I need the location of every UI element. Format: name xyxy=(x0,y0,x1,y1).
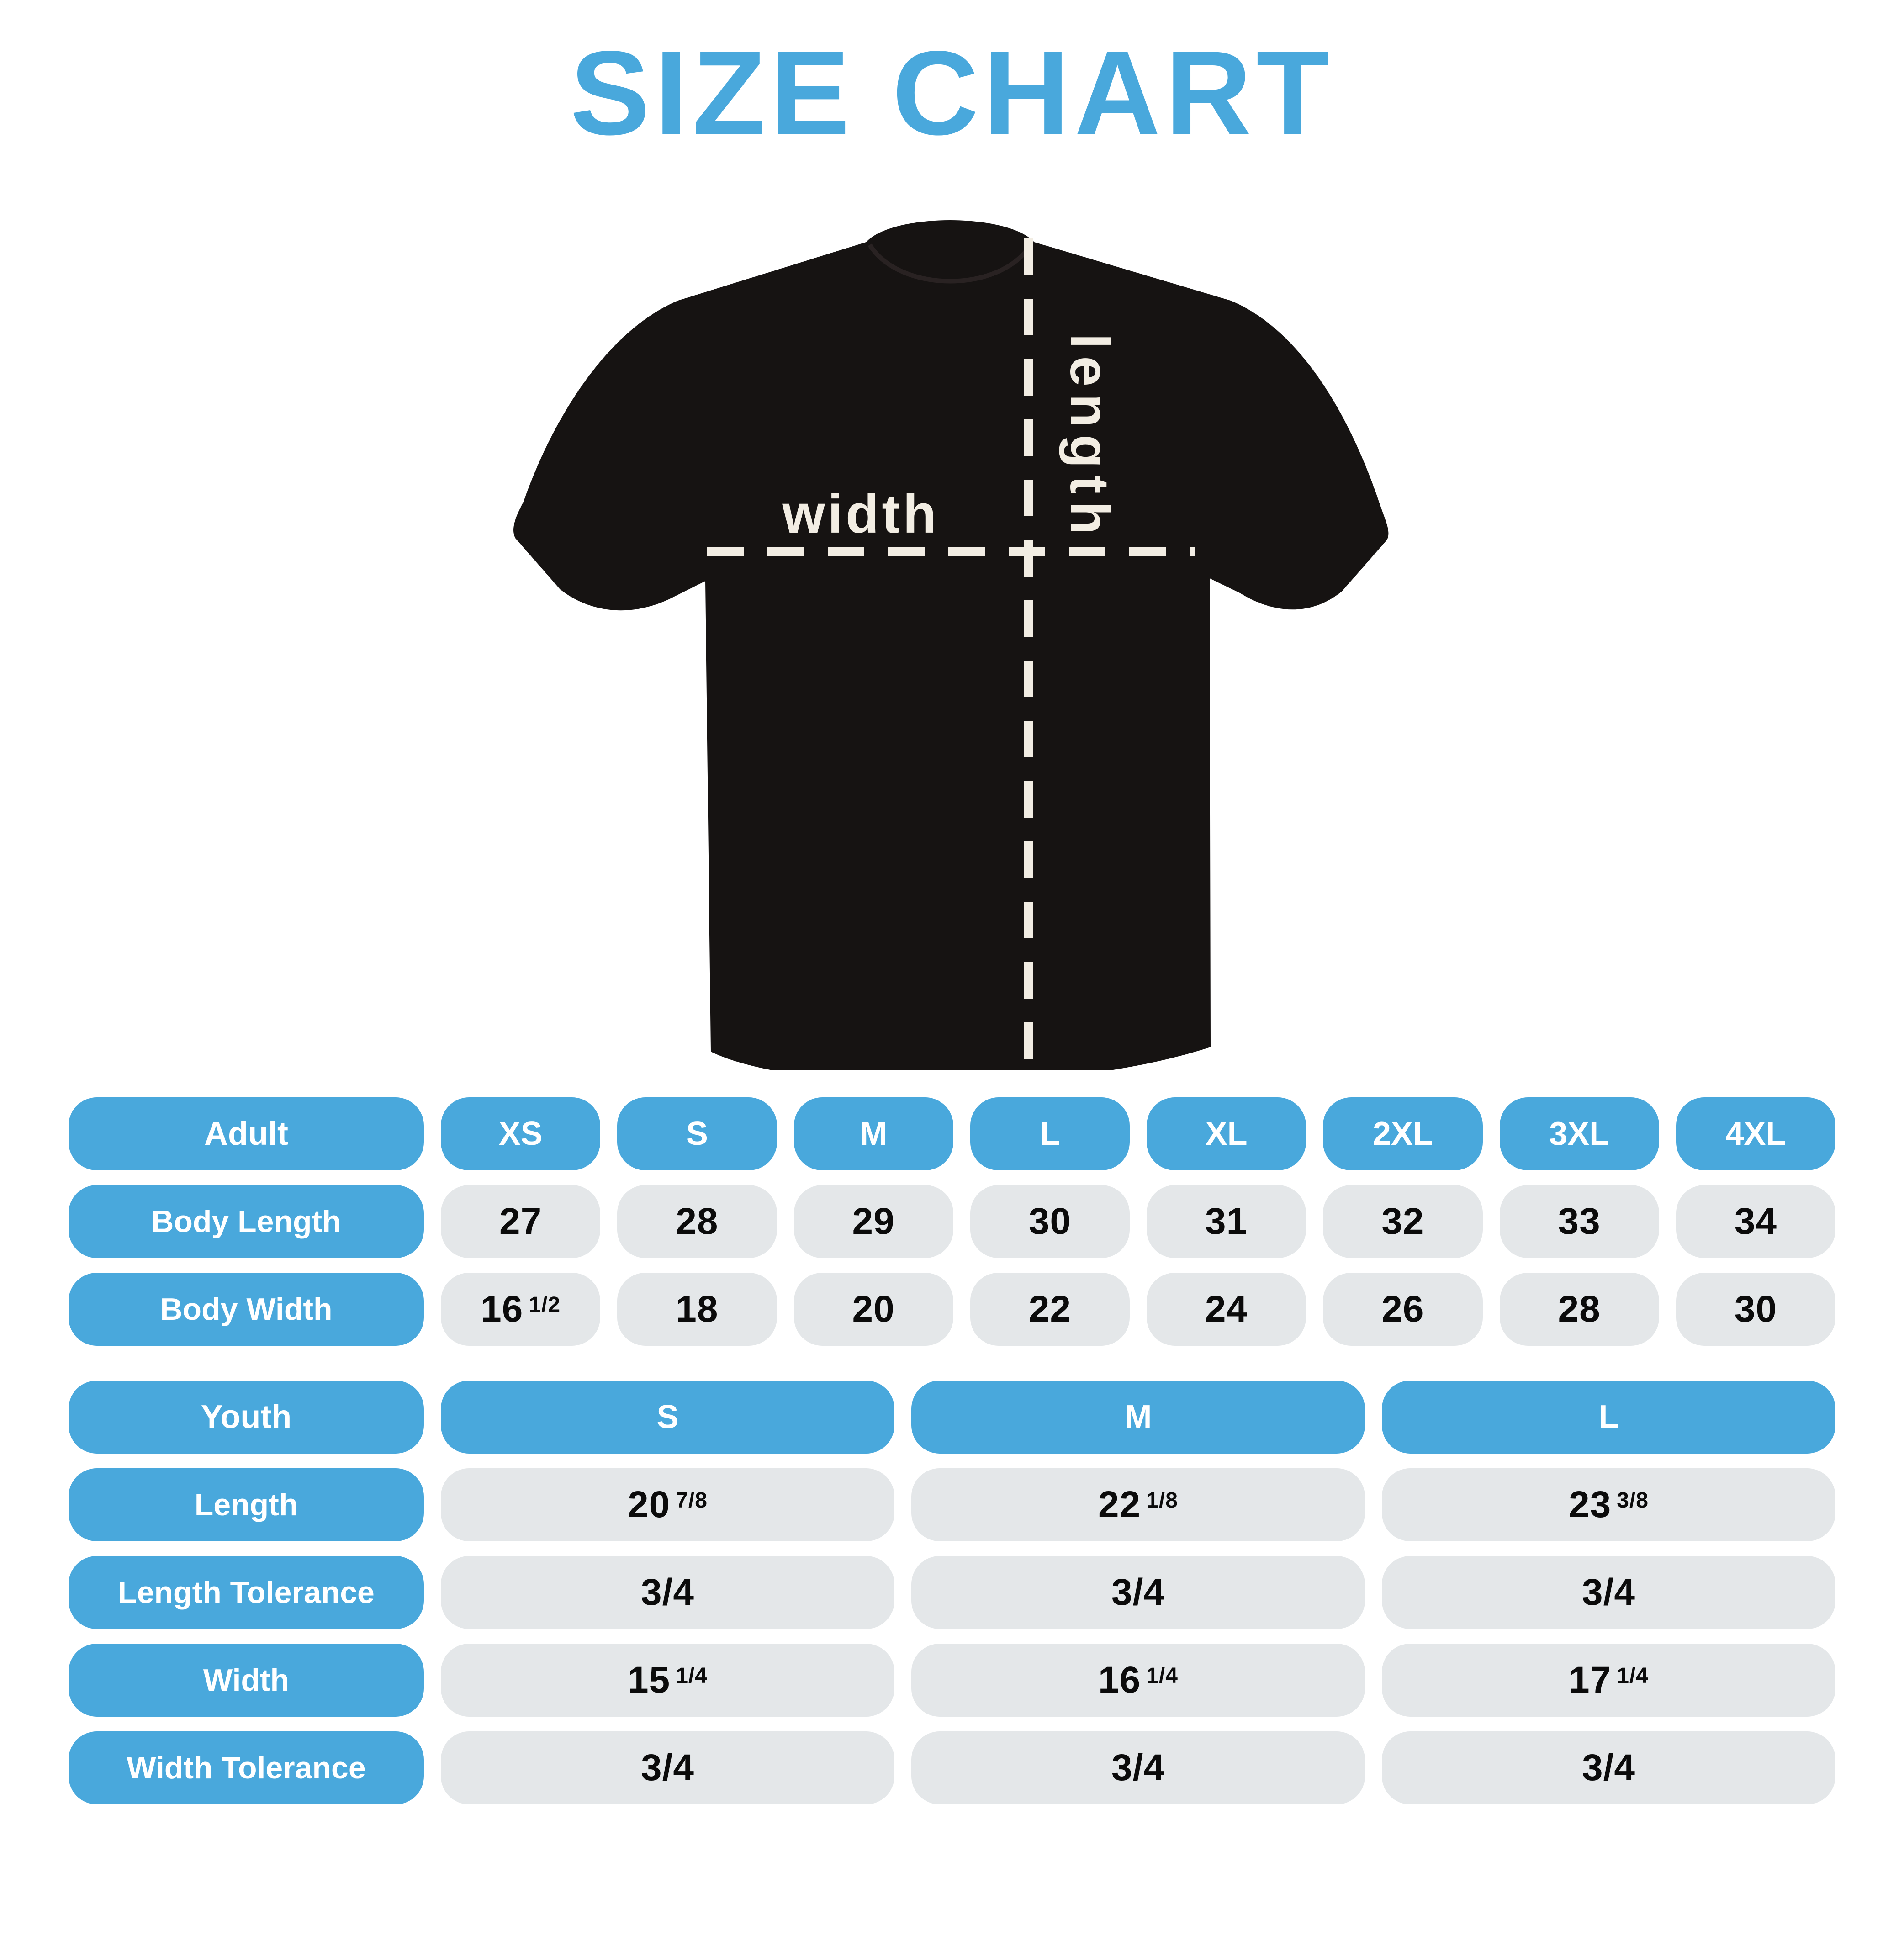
cell-value: 15 xyxy=(628,1659,671,1701)
body-width-row-label: Body Width xyxy=(69,1273,424,1346)
body-width-cell: 20 xyxy=(793,1273,953,1346)
body-length-cell: 27 xyxy=(441,1185,601,1259)
cell-value: 30 xyxy=(1028,1201,1071,1243)
cell-value: 32 xyxy=(1381,1201,1424,1243)
adult-header-cell-xl: XL xyxy=(1147,1097,1306,1171)
youth-length-cell: 22 1/8 xyxy=(911,1468,1365,1542)
cell-value: 23 xyxy=(1569,1484,1612,1526)
page-title: SIZE CHART xyxy=(570,26,1334,160)
body-length-cell: 28 xyxy=(617,1185,777,1259)
youth-length-tolerance-cell: 3/4 xyxy=(1382,1556,1835,1629)
cell-fraction: 1/4 xyxy=(676,1663,708,1688)
body-length-cell: 29 xyxy=(793,1185,953,1259)
youth-header-cell-l: L xyxy=(1382,1381,1835,1454)
cell-value: 24 xyxy=(1205,1288,1248,1330)
youth-width-cell: 16 1/4 xyxy=(911,1644,1365,1717)
cell-value: 28 xyxy=(1558,1288,1601,1330)
body-length-cell: 34 xyxy=(1676,1185,1835,1259)
cell-value: 33 xyxy=(1558,1201,1601,1243)
cell-value: 29 xyxy=(852,1201,895,1243)
youth-length-cell: 23 3/8 xyxy=(1382,1468,1835,1542)
cell-value: 3/4 xyxy=(641,1571,694,1613)
cell-fraction: 3/8 xyxy=(1617,1488,1649,1513)
width-label: width xyxy=(782,483,939,545)
cell-value: 22 xyxy=(1098,1484,1141,1526)
body-width-cell: 18 xyxy=(617,1273,777,1346)
tshirt-measurement-diagram: width length xyxy=(504,202,1400,1070)
youth-width-tolerance-row-label: Width Tolerance xyxy=(69,1731,424,1805)
body-width-cell: 22 xyxy=(970,1273,1130,1346)
cell-fraction: 1/4 xyxy=(1617,1663,1649,1688)
cell-value: 16 xyxy=(481,1288,524,1330)
youth-size-table: Youth S M L Length 20 7/8 22 1/8 23 3/8 Len… xyxy=(69,1381,1835,1805)
cell-fraction: 1/2 xyxy=(529,1292,561,1317)
length-label: length xyxy=(1059,333,1120,542)
adult-header-cell-3xl: 3XL xyxy=(1499,1097,1659,1171)
cell-fraction: 1/4 xyxy=(1146,1663,1178,1688)
youth-header-cell-s: S xyxy=(441,1381,894,1454)
cell-value: 3/4 xyxy=(1582,1747,1635,1789)
body-length-row-label: Body Length xyxy=(69,1185,424,1259)
youth-length-tolerance-cell: 3/4 xyxy=(441,1556,894,1629)
youth-width-tolerance-cell: 3/4 xyxy=(441,1731,894,1805)
cell-value: 26 xyxy=(1381,1288,1424,1330)
tshirt-neckline xyxy=(867,243,1033,284)
tshirt-silhouette xyxy=(513,220,1389,1070)
cell-value: 28 xyxy=(676,1201,719,1243)
body-length-cell: 31 xyxy=(1147,1185,1306,1259)
cell-value: 3/4 xyxy=(1111,1747,1165,1789)
cell-value: 3/4 xyxy=(641,1747,694,1789)
adult-header-cell-s: S xyxy=(617,1097,777,1171)
cell-value: 16 xyxy=(1098,1659,1141,1701)
adult-header-cell-xs: XS xyxy=(441,1097,601,1171)
body-length-cell: 30 xyxy=(970,1185,1130,1259)
body-width-cell: 28 xyxy=(1499,1273,1659,1346)
youth-width-row-label: Width xyxy=(69,1644,424,1717)
youth-header-cell: Youth xyxy=(69,1381,424,1454)
adult-header-cell-4xl: 4XL xyxy=(1676,1097,1835,1171)
adult-header-cell-m: M xyxy=(793,1097,953,1171)
youth-width-cell: 17 1/4 xyxy=(1382,1644,1835,1717)
tshirt-svg: width length xyxy=(513,220,1389,1070)
adult-size-table: Adult XS S M L XL 2XL 3XL 4XL Body Lengt… xyxy=(69,1097,1835,1346)
youth-header-cell-m: M xyxy=(911,1381,1365,1454)
body-width-cell: 24 xyxy=(1147,1273,1306,1346)
body-length-cell: 33 xyxy=(1499,1185,1659,1259)
body-width-cell: 26 xyxy=(1323,1273,1483,1346)
youth-width-cell: 15 1/4 xyxy=(441,1644,894,1717)
youth-length-row-label: Length xyxy=(69,1468,424,1542)
cell-value: 31 xyxy=(1205,1201,1248,1243)
youth-length-tolerance-row-label: Length Tolerance xyxy=(69,1556,424,1629)
cell-value: 34 xyxy=(1734,1201,1777,1243)
body-length-cell: 32 xyxy=(1323,1185,1483,1259)
youth-width-tolerance-cell: 3/4 xyxy=(1382,1731,1835,1805)
cell-value: 17 xyxy=(1569,1659,1612,1701)
adult-header-cell-l: L xyxy=(970,1097,1130,1171)
cell-value: 27 xyxy=(499,1201,542,1243)
adult-header-cell-2xl: 2XL xyxy=(1323,1097,1483,1171)
cell-value: 22 xyxy=(1028,1288,1071,1330)
cell-fraction: 7/8 xyxy=(676,1488,708,1513)
cell-value: 20 xyxy=(628,1484,671,1526)
cell-value: 3/4 xyxy=(1582,1571,1635,1613)
cell-value: 3/4 xyxy=(1111,1571,1165,1613)
cell-value: 30 xyxy=(1734,1288,1777,1330)
youth-length-tolerance-cell: 3/4 xyxy=(911,1556,1365,1629)
cell-value: 18 xyxy=(676,1288,719,1330)
adult-header-cell: Adult xyxy=(69,1097,424,1171)
cell-value: 20 xyxy=(852,1288,895,1330)
youth-length-cell: 20 7/8 xyxy=(441,1468,894,1542)
youth-width-tolerance-cell: 3/4 xyxy=(911,1731,1365,1805)
body-width-cell: 16 1/2 xyxy=(441,1273,601,1346)
cell-fraction: 1/8 xyxy=(1146,1488,1178,1513)
body-width-cell: 30 xyxy=(1676,1273,1835,1346)
